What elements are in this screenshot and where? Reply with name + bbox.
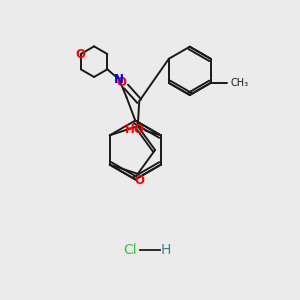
Text: CH₃: CH₃: [230, 78, 248, 88]
Text: H: H: [161, 243, 171, 257]
Text: O: O: [134, 174, 144, 187]
Text: N: N: [114, 73, 124, 86]
Text: HO: HO: [125, 123, 145, 136]
Text: Cl: Cl: [123, 243, 137, 257]
Text: O: O: [76, 47, 86, 61]
Text: O: O: [117, 76, 127, 89]
